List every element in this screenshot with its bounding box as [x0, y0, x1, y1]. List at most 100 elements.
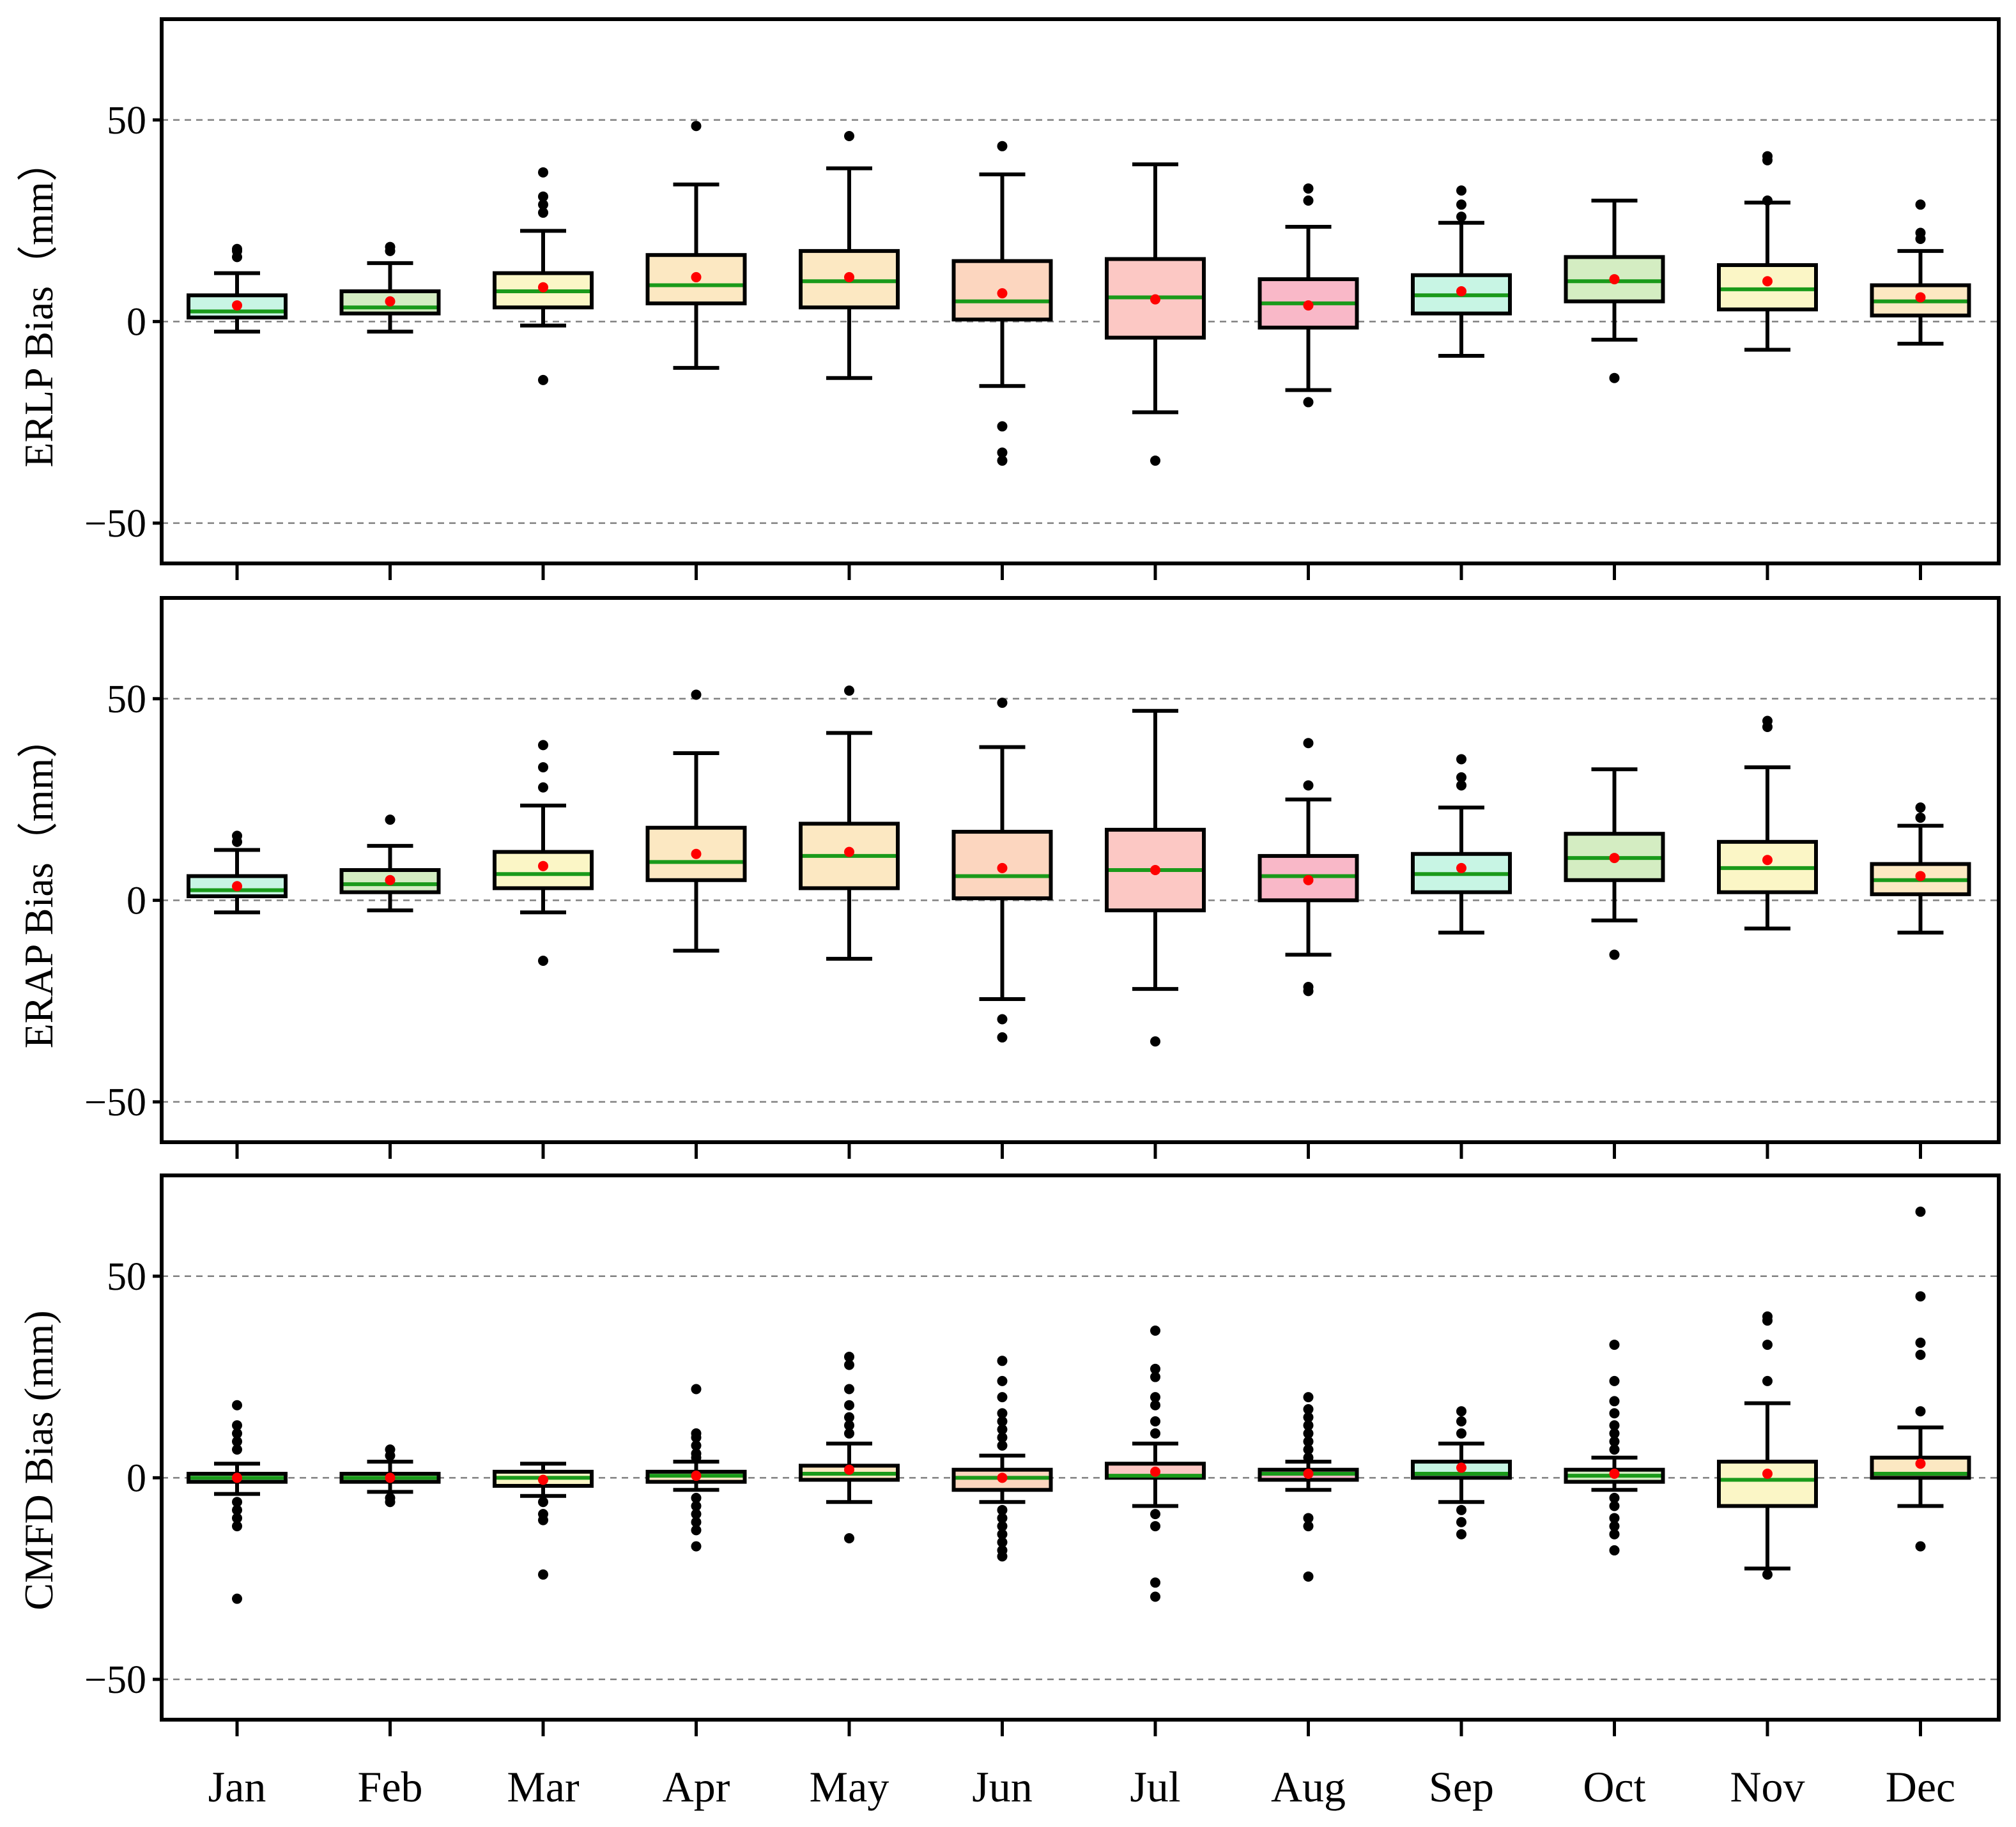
outlier-point — [1915, 1541, 1926, 1552]
y-tick-label: 50 — [107, 1255, 146, 1299]
outlier-point — [1303, 1404, 1314, 1415]
mean-point — [997, 288, 1008, 299]
mean-point — [232, 300, 242, 311]
box-dec — [1870, 199, 1971, 346]
mean-point — [1762, 1469, 1773, 1479]
outlier-point — [538, 956, 548, 966]
outlier-point — [1150, 1363, 1160, 1374]
outlier-point — [232, 1593, 242, 1604]
outlier-point — [1456, 1416, 1466, 1426]
outlier-point — [997, 1529, 1008, 1540]
box-dec — [1870, 802, 1971, 935]
outlier-point — [385, 1444, 396, 1455]
outlier-point — [1609, 1444, 1620, 1455]
outlier-point — [1609, 1340, 1620, 1350]
outlier-point — [844, 1412, 854, 1423]
outlier-point — [691, 1492, 702, 1503]
box-oct — [1564, 199, 1665, 383]
outlier-point — [1303, 183, 1314, 194]
outlier-point — [997, 1432, 1008, 1443]
mean-point — [691, 1471, 702, 1481]
mean-point — [385, 296, 396, 307]
mean-point — [844, 846, 854, 857]
outlier-point — [1303, 1444, 1314, 1455]
outlier-point — [1456, 199, 1466, 210]
outlier-point — [538, 1569, 548, 1580]
y-tick-label: 0 — [127, 300, 146, 344]
outlier-point — [538, 374, 548, 385]
outlier-point — [844, 1384, 854, 1395]
outlier-point — [691, 1541, 702, 1552]
box-sep — [1411, 185, 1512, 358]
mean-point — [1303, 1469, 1314, 1479]
box-nov — [1717, 151, 1818, 352]
outlier-point — [1303, 1420, 1314, 1431]
x-tick-label-jun: Jun — [972, 1762, 1032, 1811]
outlier-point — [1303, 1521, 1314, 1532]
outlier-point — [997, 1375, 1008, 1386]
box-dec — [1870, 1206, 1971, 1552]
box-aug — [1258, 1392, 1359, 1582]
outlier-point — [691, 1501, 702, 1511]
box-jun — [951, 698, 1053, 1043]
x-tick-label-jul: Jul — [1130, 1762, 1180, 1811]
box-nov — [1717, 715, 1818, 931]
mean-point — [844, 271, 854, 282]
outlier-point — [538, 762, 548, 773]
mean-point — [1609, 274, 1620, 285]
mean-point — [1150, 1466, 1160, 1477]
outlier-point — [997, 1356, 1008, 1366]
outlier-point — [1609, 1529, 1620, 1540]
outlier-point — [1303, 1571, 1314, 1582]
mean-point — [1609, 853, 1620, 864]
outlier-point — [997, 1014, 1008, 1025]
x-tick-label-oct: Oct — [1583, 1762, 1645, 1811]
box-jun — [951, 1356, 1053, 1562]
mean-point — [1303, 300, 1314, 311]
outlier-point — [997, 141, 1008, 151]
y-tick-label: 50 — [107, 99, 146, 142]
box-oct — [1564, 1340, 1665, 1556]
box-feb — [339, 814, 441, 913]
outlier-point — [1915, 1406, 1926, 1417]
outlier-point — [844, 1359, 854, 1370]
outlier-point — [538, 1515, 548, 1525]
outlier-point — [1303, 1412, 1314, 1423]
mean-point — [385, 875, 396, 885]
outlier-point — [232, 1504, 242, 1515]
outlier-point — [1762, 715, 1773, 726]
outlier-point — [1150, 1428, 1160, 1439]
outlier-point — [1609, 1492, 1620, 1503]
outlier-point — [1609, 1521, 1620, 1532]
box-jan — [187, 1400, 288, 1604]
outlier-point — [385, 241, 396, 252]
outlier-point — [1456, 754, 1466, 765]
outlier-point — [1150, 1036, 1160, 1047]
mean-point — [1456, 286, 1466, 296]
x-axis-labels: Jan Feb Mar Apr May Jun Jul Aug Sep Oct Nov Dec — [208, 1762, 1956, 1811]
mean-point — [385, 1472, 396, 1483]
box-feb — [339, 1444, 441, 1508]
mean-point — [1303, 875, 1314, 885]
panel-3: −50 0 50 CMFD Bias (mm) — [16, 1173, 2001, 1736]
outlier-point — [997, 1513, 1008, 1524]
box-apr — [645, 689, 747, 953]
box-aug — [1258, 738, 1359, 997]
y-axis-label: CMFD Bias (mm) — [16, 1310, 61, 1610]
x-tick-label-nov: Nov — [1730, 1762, 1804, 1811]
outlier-point — [232, 1444, 242, 1455]
outlier-point — [1915, 1349, 1926, 1360]
outlier-point — [691, 1509, 702, 1520]
outlier-point — [1915, 227, 1926, 238]
outlier-point — [691, 1428, 702, 1439]
outlier-point — [1303, 1452, 1314, 1463]
x-tick-label-mar: Mar — [507, 1762, 580, 1811]
box-jun — [951, 141, 1053, 466]
iqr-box — [951, 259, 1053, 322]
outlier-point — [1609, 1428, 1620, 1439]
box-aug — [1258, 183, 1359, 408]
mean-point — [1762, 276, 1773, 287]
outlier-point — [1609, 1420, 1620, 1431]
mean-point — [1762, 855, 1773, 866]
panel-frame — [160, 17, 2001, 565]
